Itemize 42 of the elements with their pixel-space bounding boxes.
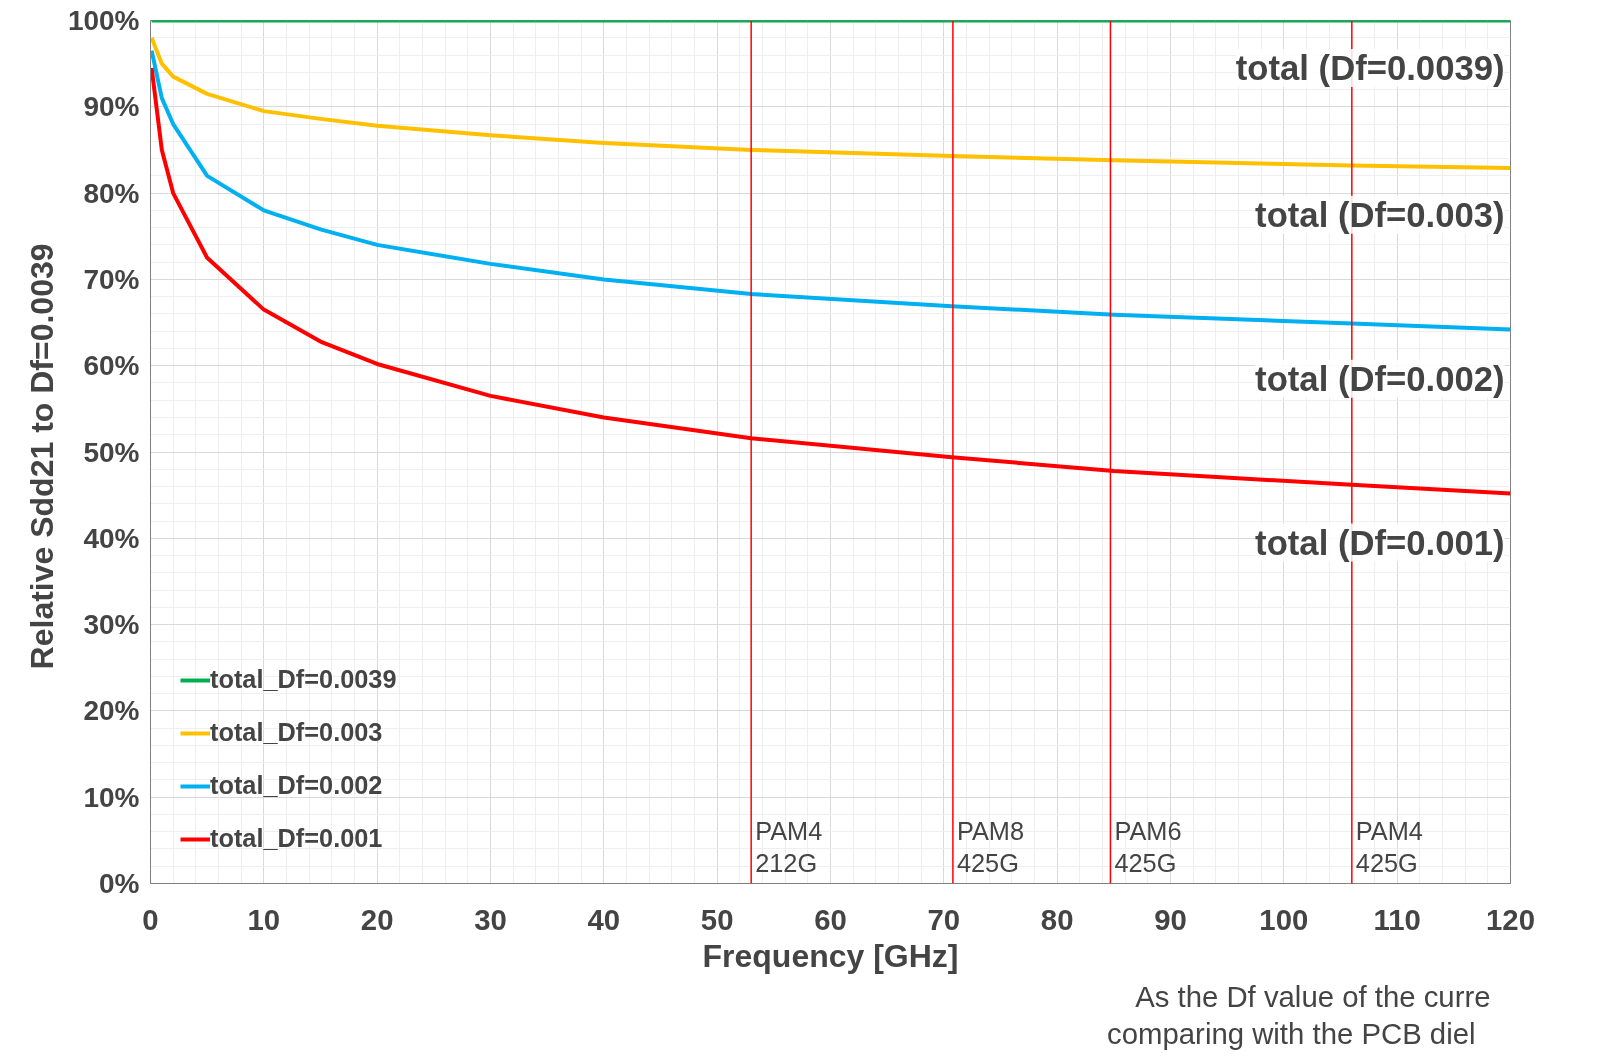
- y-tick-label: 50%: [83, 436, 140, 468]
- ref-line-label: PAM6 425G: [1114, 817, 1182, 878]
- x-tick-label: 120: [1486, 902, 1535, 936]
- y-tick-label: 40%: [83, 522, 140, 554]
- ref-line-label: PAM4 212G: [755, 817, 823, 878]
- x-tick-label: 110: [1373, 902, 1421, 936]
- ref-line-label: PAM8 425G: [956, 817, 1024, 878]
- text: comparing with the PCB diel: [1107, 1016, 1476, 1050]
- x-tick-label: 20: [360, 902, 394, 936]
- y-tick-label: 90%: [83, 91, 140, 123]
- legend-label: total_Df=0.0039: [210, 665, 397, 694]
- legend-label: total_Df=0.002: [210, 771, 383, 800]
- annotation: total (Df=0.001): [1255, 523, 1505, 562]
- x-tick-label: 30: [474, 902, 507, 936]
- x-tick-label: 80: [1040, 902, 1074, 936]
- y-tick-label: 10%: [83, 781, 140, 813]
- ref-line-label: PAM4 425G: [1355, 817, 1423, 878]
- x-tick-label: 40: [587, 902, 621, 936]
- y-tick-label: 100%: [67, 5, 140, 36]
- y-tick-label: 30%: [83, 609, 140, 641]
- annotation: total (Df=0.002): [1255, 359, 1505, 398]
- y-axis-title: Relative Sdd21 to Df=0.0039: [23, 243, 60, 670]
- annotation: total (Df=0.0039): [1235, 48, 1505, 87]
- x-axis-title: Frequency [GHz]: [702, 937, 959, 974]
- x-tick-label: 100: [1259, 902, 1309, 936]
- line-series: [150, 35, 1511, 171]
- line-series: [150, 48, 1511, 332]
- text: As the Df value of the curre: [1135, 979, 1491, 1013]
- y-tick-label: 60%: [83, 350, 140, 382]
- y-tick-label: 0%: [99, 868, 140, 899]
- legend-label: total_Df=0.003: [210, 718, 383, 747]
- legend-label: total_Df=0.001: [210, 824, 383, 853]
- x-tick-label: 50: [700, 902, 734, 936]
- y-tick-label: 70%: [83, 263, 140, 295]
- y-tick-label: 20%: [83, 695, 140, 727]
- x-tick-label: 60: [814, 902, 847, 936]
- annotation: total (Df=0.003): [1255, 195, 1505, 234]
- y-tick-label: 80%: [83, 177, 140, 209]
- x-tick-label: 0: [142, 902, 159, 936]
- x-tick-label: 70: [927, 902, 961, 936]
- x-tick-label: 90: [1154, 902, 1187, 936]
- x-tick-label: 10: [247, 902, 281, 936]
